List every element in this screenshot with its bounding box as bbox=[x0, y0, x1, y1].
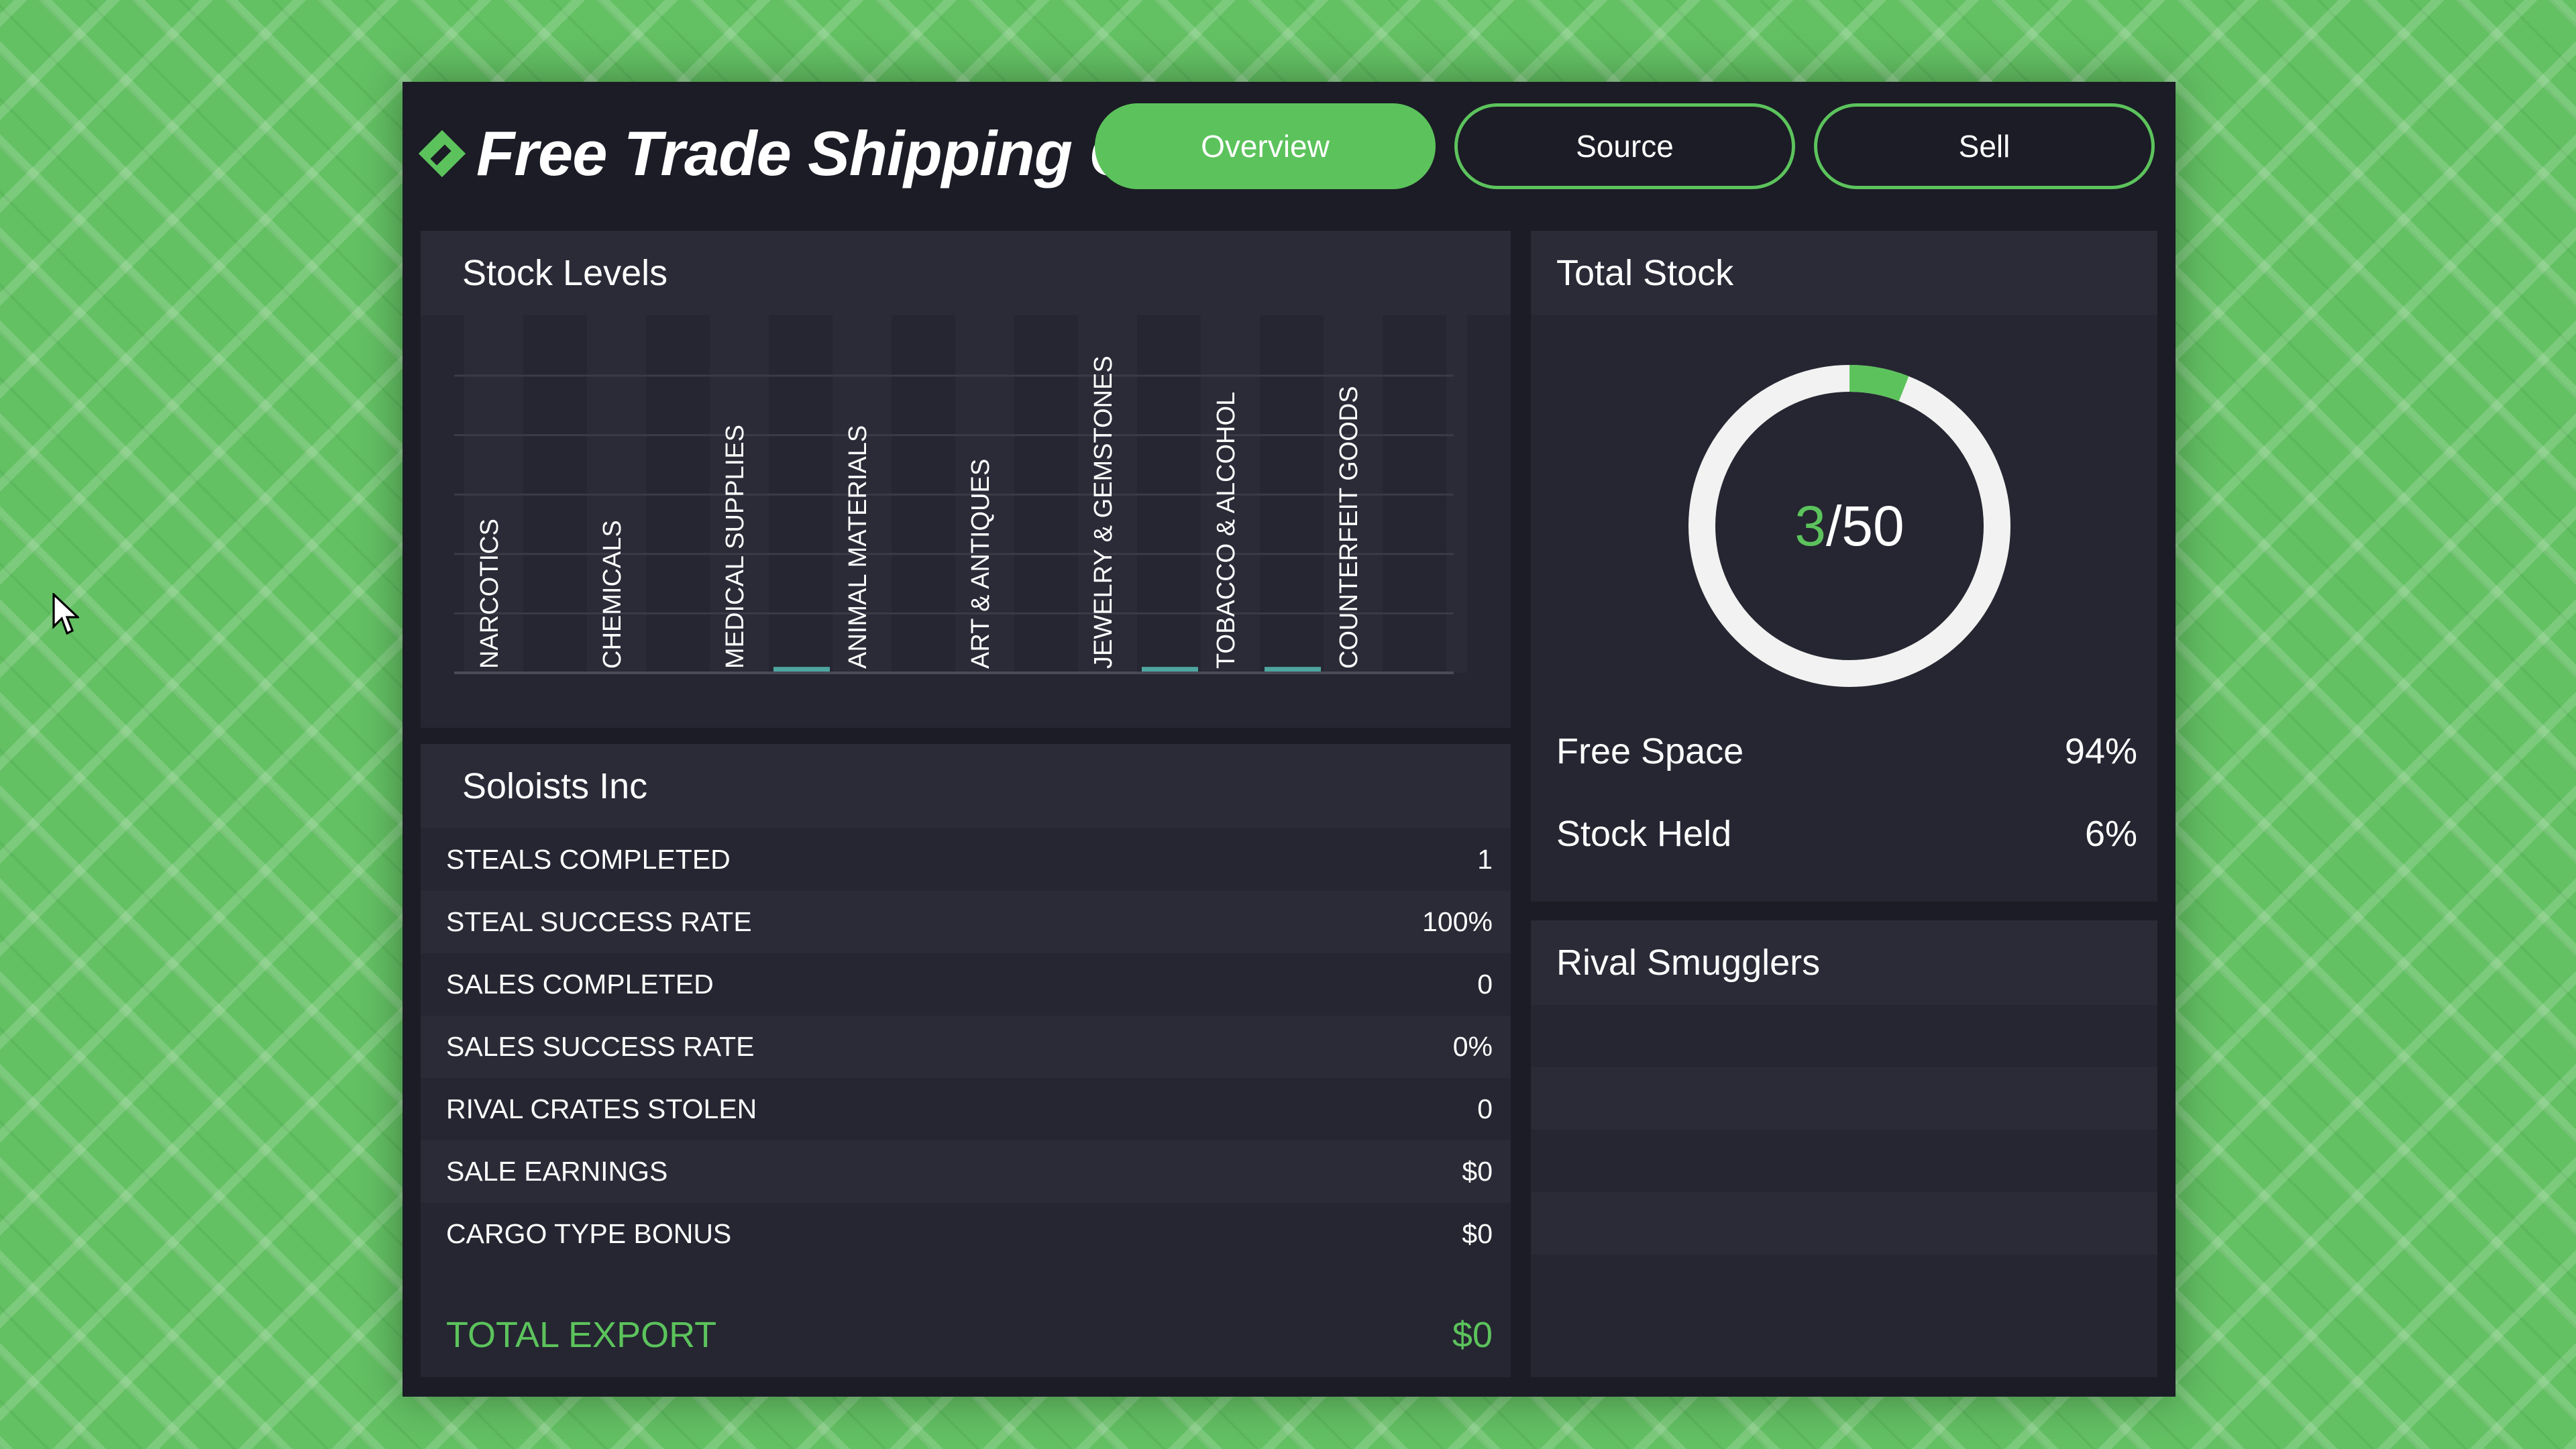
free-space-row: Free Space 94% bbox=[1556, 731, 2137, 772]
list-item bbox=[1531, 1130, 2157, 1192]
stock-count: 3/50 bbox=[1688, 365, 2010, 687]
table-row: STEALS COMPLETED 1 bbox=[421, 828, 1511, 891]
stat-value: 1 bbox=[1477, 844, 1493, 875]
stat-value: 100% bbox=[1422, 906, 1493, 937]
stock-levels-panel: Stock Levels NARCOTICS CHEMICALS MEDICAL S… bbox=[421, 231, 1511, 728]
table-row: CARGO TYPE BONUS $0 bbox=[421, 1203, 1511, 1265]
org-name-title: Soloists Inc bbox=[421, 744, 1511, 828]
total-stock-panel: Total Stock 3/50 Free Space 94% Stock He… bbox=[1531, 231, 2157, 902]
tab-sell[interactable]: Sell bbox=[1814, 103, 2155, 189]
stock-levels-chart: NARCOTICS CHEMICALS MEDICAL SUPPLIES ANIMAL… bbox=[454, 315, 1467, 674]
stock-current: 3 bbox=[1794, 494, 1826, 557]
stat-label: RIVAL CRATES STOLEN bbox=[446, 1093, 757, 1124]
category-label: MEDICAL SUPPLIES bbox=[721, 425, 749, 669]
table-row: STEAL SUCCESS RATE 100% bbox=[421, 891, 1511, 953]
category-label: JEWELRY & GEMSTONES bbox=[1089, 356, 1118, 669]
free-space-value: 94% bbox=[2064, 731, 2137, 771]
list-item bbox=[1531, 1067, 2157, 1130]
app-window: Free Trade Shipping Co. Overview Source … bbox=[402, 82, 2176, 1397]
stock-capacity: /50 bbox=[1825, 494, 1904, 557]
stat-value: 0 bbox=[1477, 969, 1493, 1000]
category-label: ART & ANTIQUES bbox=[967, 459, 995, 669]
category-label: ANIMAL MATERIALS bbox=[844, 425, 872, 669]
stock-levels-title: Stock Levels bbox=[421, 231, 1511, 315]
total-export-row: TOTAL EXPORT $0 bbox=[421, 1292, 1511, 1377]
stat-value: 0 bbox=[1477, 1093, 1493, 1124]
stock-donut: 3/50 bbox=[1688, 365, 2010, 687]
list-item bbox=[1531, 1192, 2157, 1254]
free-space-label: Free Space bbox=[1556, 731, 1744, 771]
category-label: CHEMICALS bbox=[598, 520, 627, 669]
stat-label: STEALS COMPLETED bbox=[446, 844, 731, 875]
category-label: TOBACCO & ALCOHOL bbox=[1212, 392, 1240, 669]
table-row: SALES SUCCESS RATE 0% bbox=[421, 1016, 1511, 1078]
stock-bar bbox=[1142, 667, 1198, 673]
tab-source[interactable]: Source bbox=[1454, 103, 1795, 189]
stock-bar bbox=[1265, 667, 1321, 673]
stat-value: $0 bbox=[1462, 1218, 1493, 1249]
stock-bar bbox=[773, 667, 830, 673]
stock-held-value: 6% bbox=[2084, 814, 2137, 854]
list-item bbox=[1531, 1005, 2157, 1067]
stock-donut-ring bbox=[1688, 365, 2010, 687]
stock-held-label: Stock Held bbox=[1556, 814, 1732, 854]
rival-smugglers-title: Rival Smugglers bbox=[1531, 920, 2157, 1005]
stat-value: $0 bbox=[1462, 1156, 1493, 1187]
stat-label: SALES COMPLETED bbox=[446, 969, 714, 1000]
stat-label: CARGO TYPE BONUS bbox=[446, 1218, 732, 1249]
rival-smugglers-panel: Rival Smugglers bbox=[1531, 920, 2157, 1377]
total-export-label: TOTAL EXPORT bbox=[446, 1314, 717, 1355]
table-row: SALE EARNINGS $0 bbox=[421, 1140, 1511, 1203]
total-export-value: $0 bbox=[1452, 1314, 1493, 1355]
table-row: SALES COMPLETED 0 bbox=[421, 953, 1511, 1016]
org-stats-table: STEALS COMPLETED 1 STEAL SUCCESS RATE 100%… bbox=[421, 828, 1511, 1265]
app-title: Free Trade Shipping Co. bbox=[476, 118, 1189, 189]
app-logo: Free Trade Shipping Co. bbox=[416, 110, 1189, 197]
mouse-cursor-icon bbox=[52, 593, 79, 635]
shipping-tag-icon bbox=[418, 129, 466, 178]
donut-fill bbox=[1688, 365, 2010, 687]
stock-held-row: Stock Held 6% bbox=[1556, 813, 2137, 855]
category-label: COUNTERFEIT GOODS bbox=[1335, 386, 1363, 669]
tab-overview[interactable]: Overview bbox=[1095, 103, 1436, 189]
stat-label: SALES SUCCESS RATE bbox=[446, 1031, 755, 1062]
stat-label: STEAL SUCCESS RATE bbox=[446, 906, 752, 937]
table-row: RIVAL CRATES STOLEN 0 bbox=[421, 1078, 1511, 1140]
total-stock-title: Total Stock bbox=[1531, 231, 2157, 315]
stat-value: 0% bbox=[1452, 1031, 1493, 1062]
org-stats-panel: Soloists Inc STEALS COMPLETED 1 STEAL SUC… bbox=[421, 744, 1511, 1377]
category-label: NARCOTICS bbox=[476, 519, 504, 669]
stat-label: SALE EARNINGS bbox=[446, 1156, 668, 1187]
